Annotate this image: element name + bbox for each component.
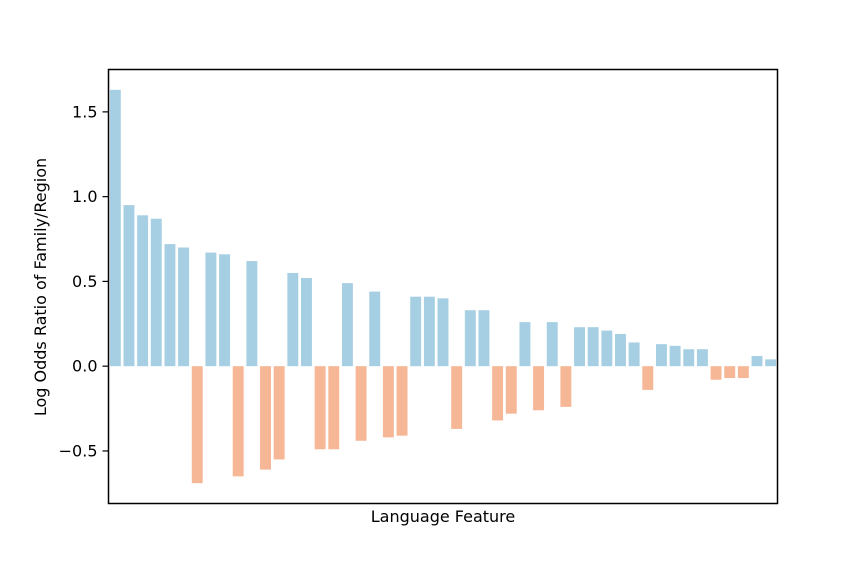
bar-6 — [178, 247, 190, 367]
bar-34 — [560, 366, 572, 407]
bar-8 — [205, 252, 217, 367]
bars-group — [109, 89, 777, 484]
bar-5 — [164, 244, 176, 367]
bar-9 — [219, 254, 231, 367]
bar-48 — [751, 356, 763, 367]
bar-31 — [519, 322, 531, 367]
bar-4 — [150, 218, 162, 367]
bar-24 — [423, 296, 435, 367]
bar-21 — [382, 366, 394, 438]
bar-2 — [123, 205, 135, 367]
bar-19 — [355, 366, 367, 441]
bar-39 — [628, 342, 640, 367]
bar-42 — [669, 345, 681, 367]
bar-14 — [287, 272, 299, 367]
bar-44 — [696, 349, 708, 367]
y-tick-label: −0.5 — [59, 441, 98, 460]
bar-45 — [710, 366, 722, 380]
bar-11 — [246, 261, 258, 367]
bar-23 — [410, 296, 422, 367]
y-tick-label: 0.5 — [72, 272, 97, 291]
bar-26 — [451, 366, 463, 429]
bar-29 — [492, 366, 504, 421]
x-axis-label: Language Feature — [371, 507, 516, 526]
bar-36 — [587, 327, 599, 367]
y-axis: −0.5 0.0 0.5 1.0 1.5 — [59, 102, 109, 460]
y-axis-label: Log Odds Ratio of Family/Region — [31, 158, 50, 416]
bar-22 — [396, 366, 408, 436]
bar-13 — [273, 366, 285, 460]
bar-35 — [574, 327, 585, 367]
bar-20 — [369, 291, 381, 367]
bar-12 — [260, 366, 271, 470]
bar-7 — [191, 366, 203, 484]
bar-43 — [683, 349, 695, 367]
bar-16 — [314, 366, 326, 450]
bar-49 — [765, 359, 777, 367]
bar-38 — [615, 333, 626, 367]
bar-17 — [328, 366, 340, 450]
plot-frame — [107, 68, 779, 505]
bar-27 — [464, 310, 476, 367]
bar-40 — [642, 366, 654, 390]
bar-1 — [109, 89, 121, 367]
bar-41 — [655, 344, 667, 367]
bar-37 — [601, 330, 613, 367]
bar-10 — [232, 366, 244, 477]
bar-3 — [137, 215, 149, 367]
y-tick-label: 1.5 — [72, 102, 97, 121]
y-tick-label: 0.0 — [72, 357, 97, 376]
bar-25 — [437, 298, 449, 367]
bar-28 — [478, 310, 490, 367]
bar-47 — [737, 366, 749, 379]
bar-30 — [505, 366, 517, 414]
bar-33 — [546, 322, 558, 367]
bar-15 — [301, 278, 312, 367]
y-tick-label: 1.0 — [72, 187, 97, 206]
bar-32 — [533, 366, 545, 411]
bar-46 — [724, 366, 736, 379]
bar-18 — [341, 283, 353, 367]
